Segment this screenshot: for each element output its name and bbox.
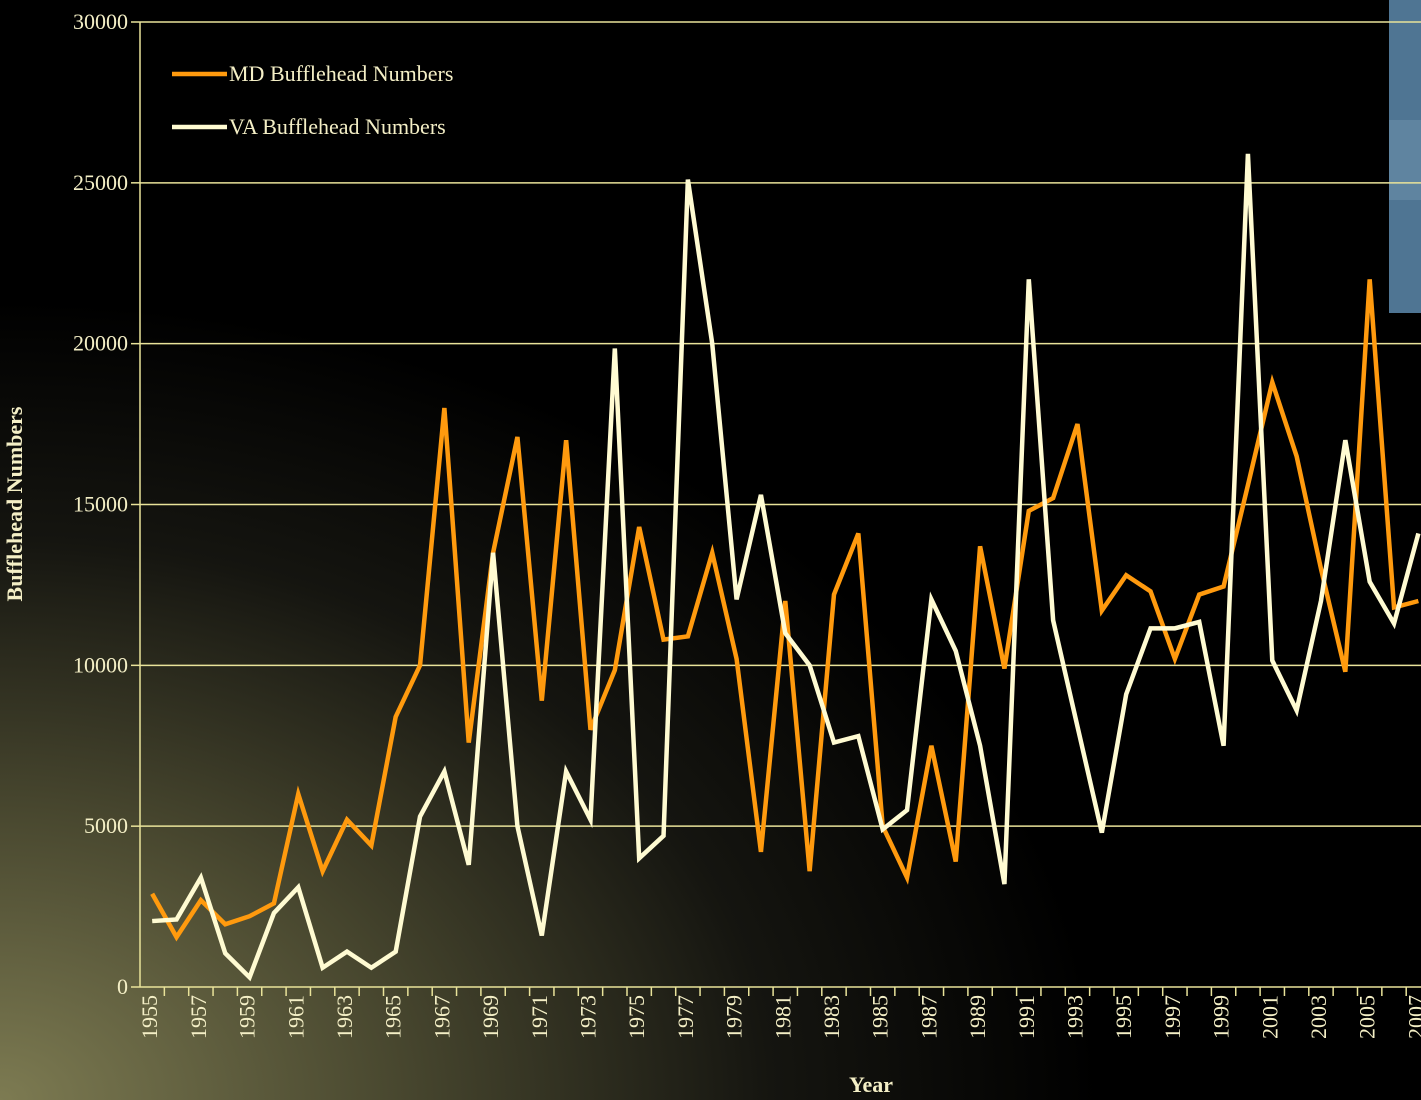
- x-tick-label: 1993: [1063, 995, 1088, 1039]
- series-line: [152, 153, 1421, 982]
- photo-water: [1389, 120, 1421, 200]
- x-tick-label: 2001: [1257, 995, 1282, 1039]
- x-tick-label: 2005: [1355, 995, 1380, 1039]
- x-tick-label: 1957: [186, 995, 211, 1039]
- y-tick-label: 30000: [73, 9, 128, 34]
- y-tick-label: 10000: [73, 652, 128, 677]
- x-tick-label: 1987: [916, 995, 941, 1039]
- x-tick-label: 1975: [624, 995, 649, 1039]
- x-tick-label: 1977: [673, 995, 698, 1039]
- x-tick-label: 1963: [332, 995, 357, 1039]
- x-tick-label: 1985: [868, 995, 893, 1039]
- x-tick-label: 1973: [576, 995, 601, 1039]
- x-tick-label: 1955: [137, 995, 162, 1039]
- x-tick-label: 1979: [722, 995, 747, 1039]
- series-line: [150, 279, 1419, 942]
- x-tick-label: 1967: [429, 995, 454, 1039]
- legend-label: MD Bufflehead Numbers: [229, 61, 453, 86]
- x-tick-label: 1997: [1160, 995, 1185, 1039]
- x-tick-label: 1983: [819, 995, 844, 1039]
- x-tick-label: 2003: [1306, 995, 1331, 1039]
- y-axis-label: Bufflehead Numbers: [2, 406, 27, 601]
- y-tick-label: 0: [117, 974, 128, 999]
- x-tick-label: 2007: [1403, 995, 1421, 1039]
- x-tick-label: 1991: [1014, 995, 1039, 1039]
- x-tick-label: 1989: [965, 995, 990, 1039]
- y-tick-label: 20000: [73, 331, 128, 356]
- x-tick-label: 1969: [478, 995, 503, 1039]
- x-tick-label: 1959: [235, 995, 260, 1039]
- x-tick-label: 1961: [283, 995, 308, 1039]
- x-tick-label: 1965: [381, 995, 406, 1039]
- y-tick-label: 25000: [73, 170, 128, 195]
- x-tick-label: 1981: [770, 995, 795, 1039]
- y-tick-label: 15000: [73, 492, 128, 517]
- x-axis-label: Year: [849, 1072, 893, 1097]
- x-tick-label: 1999: [1209, 995, 1234, 1039]
- y-tick-label: 5000: [84, 813, 128, 838]
- x-tick-label: 1995: [1111, 995, 1136, 1039]
- x-tick-label: 1971: [527, 995, 552, 1039]
- legend-label: VA Bufflehead Numbers: [229, 114, 446, 139]
